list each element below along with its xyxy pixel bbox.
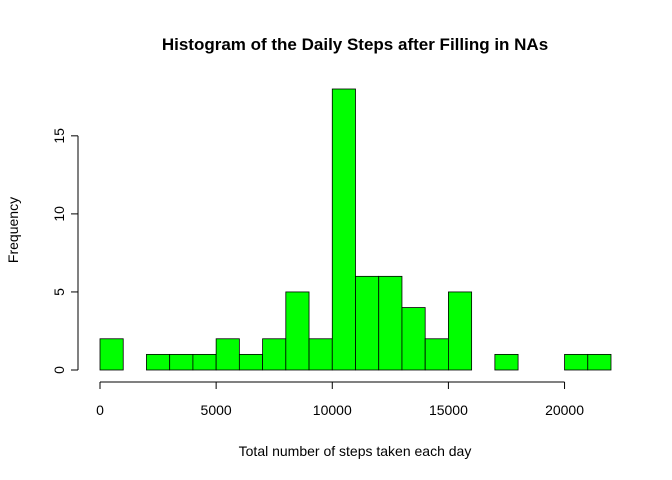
histogram-bar xyxy=(378,275,403,371)
x-tick-label: 5000 xyxy=(201,402,232,418)
histogram-bar xyxy=(424,338,449,371)
x-axis: 0 5000 10000 15000 20000 xyxy=(96,381,584,418)
histogram-bar xyxy=(215,338,240,371)
y-tick-label: 15 xyxy=(51,128,67,144)
x-tick-label: 15000 xyxy=(429,402,468,418)
y-tick-label: 0 xyxy=(51,366,67,374)
histogram-bar xyxy=(192,353,217,371)
x-tick-label: 20000 xyxy=(545,402,584,418)
x-tick-label: 10000 xyxy=(313,402,352,418)
histogram-bar xyxy=(564,353,589,371)
histogram-bar xyxy=(238,353,263,371)
histogram-bar xyxy=(146,353,171,371)
y-tick-label: 10 xyxy=(51,206,67,222)
histogram-bar xyxy=(331,88,356,371)
histogram-bar xyxy=(262,338,287,371)
histogram-bar xyxy=(401,307,426,371)
histogram-bar xyxy=(355,275,380,371)
bars-group xyxy=(99,88,612,371)
histogram-bar xyxy=(587,353,612,371)
histogram-bar xyxy=(285,291,310,371)
x-axis-label: Total number of steps taken each day xyxy=(239,443,472,459)
histogram-bar xyxy=(494,353,519,371)
histogram-bar xyxy=(169,353,194,371)
histogram-bar xyxy=(99,338,124,371)
chart-title: Histogram of the Daily Steps after Filli… xyxy=(162,35,548,54)
histogram-bar xyxy=(308,338,333,371)
x-tick-label: 0 xyxy=(96,402,104,418)
histogram-bar xyxy=(448,291,473,371)
y-tick-label: 5 xyxy=(51,288,67,296)
y-axis-label: Frequency xyxy=(5,197,21,263)
y-axis: 0 5 10 15 xyxy=(51,128,79,374)
